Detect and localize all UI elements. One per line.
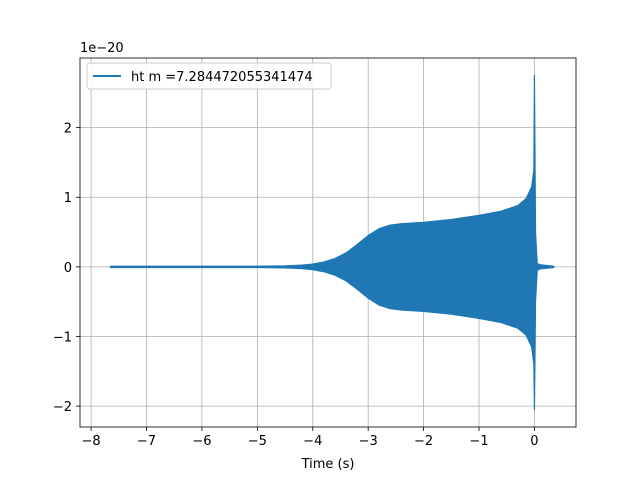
x-tick-label: −2 <box>414 434 433 449</box>
x-tick-label: −7 <box>137 434 156 449</box>
x-tick-label: −1 <box>469 434 488 449</box>
x-tick-label: −8 <box>81 434 100 449</box>
x-axis-label: Time (s) <box>301 457 355 472</box>
series-line <box>109 74 555 411</box>
x-tick-label: −5 <box>248 434 267 449</box>
y-axis-offset-label: 1e−20 <box>80 41 124 56</box>
series-layer <box>109 74 555 411</box>
x-tick-label: 0 <box>530 434 538 449</box>
y-tick-label: 0 <box>64 261 72 276</box>
x-axis-ticks: −8 −7 −6 −5 −4 −3 −2 −1 0 <box>81 427 539 449</box>
legend: ht m =7.284472055341474 <box>86 62 332 90</box>
x-tick-label: −3 <box>359 434 378 449</box>
legend-box <box>86 62 332 90</box>
x-tick-label: −4 <box>303 434 322 449</box>
plot-frame <box>79 57 577 428</box>
y-tick-label: −2 <box>53 400 72 415</box>
y-tick-label: 2 <box>64 122 72 137</box>
legend-entry-label: ht m =7.284472055341474 <box>131 70 313 85</box>
y-axis-ticks: −2 −1 0 1 2 <box>53 122 80 415</box>
y-tick-label: 1 <box>64 191 72 206</box>
y-tick-label: −1 <box>53 330 72 345</box>
x-tick-label: −6 <box>192 434 211 449</box>
